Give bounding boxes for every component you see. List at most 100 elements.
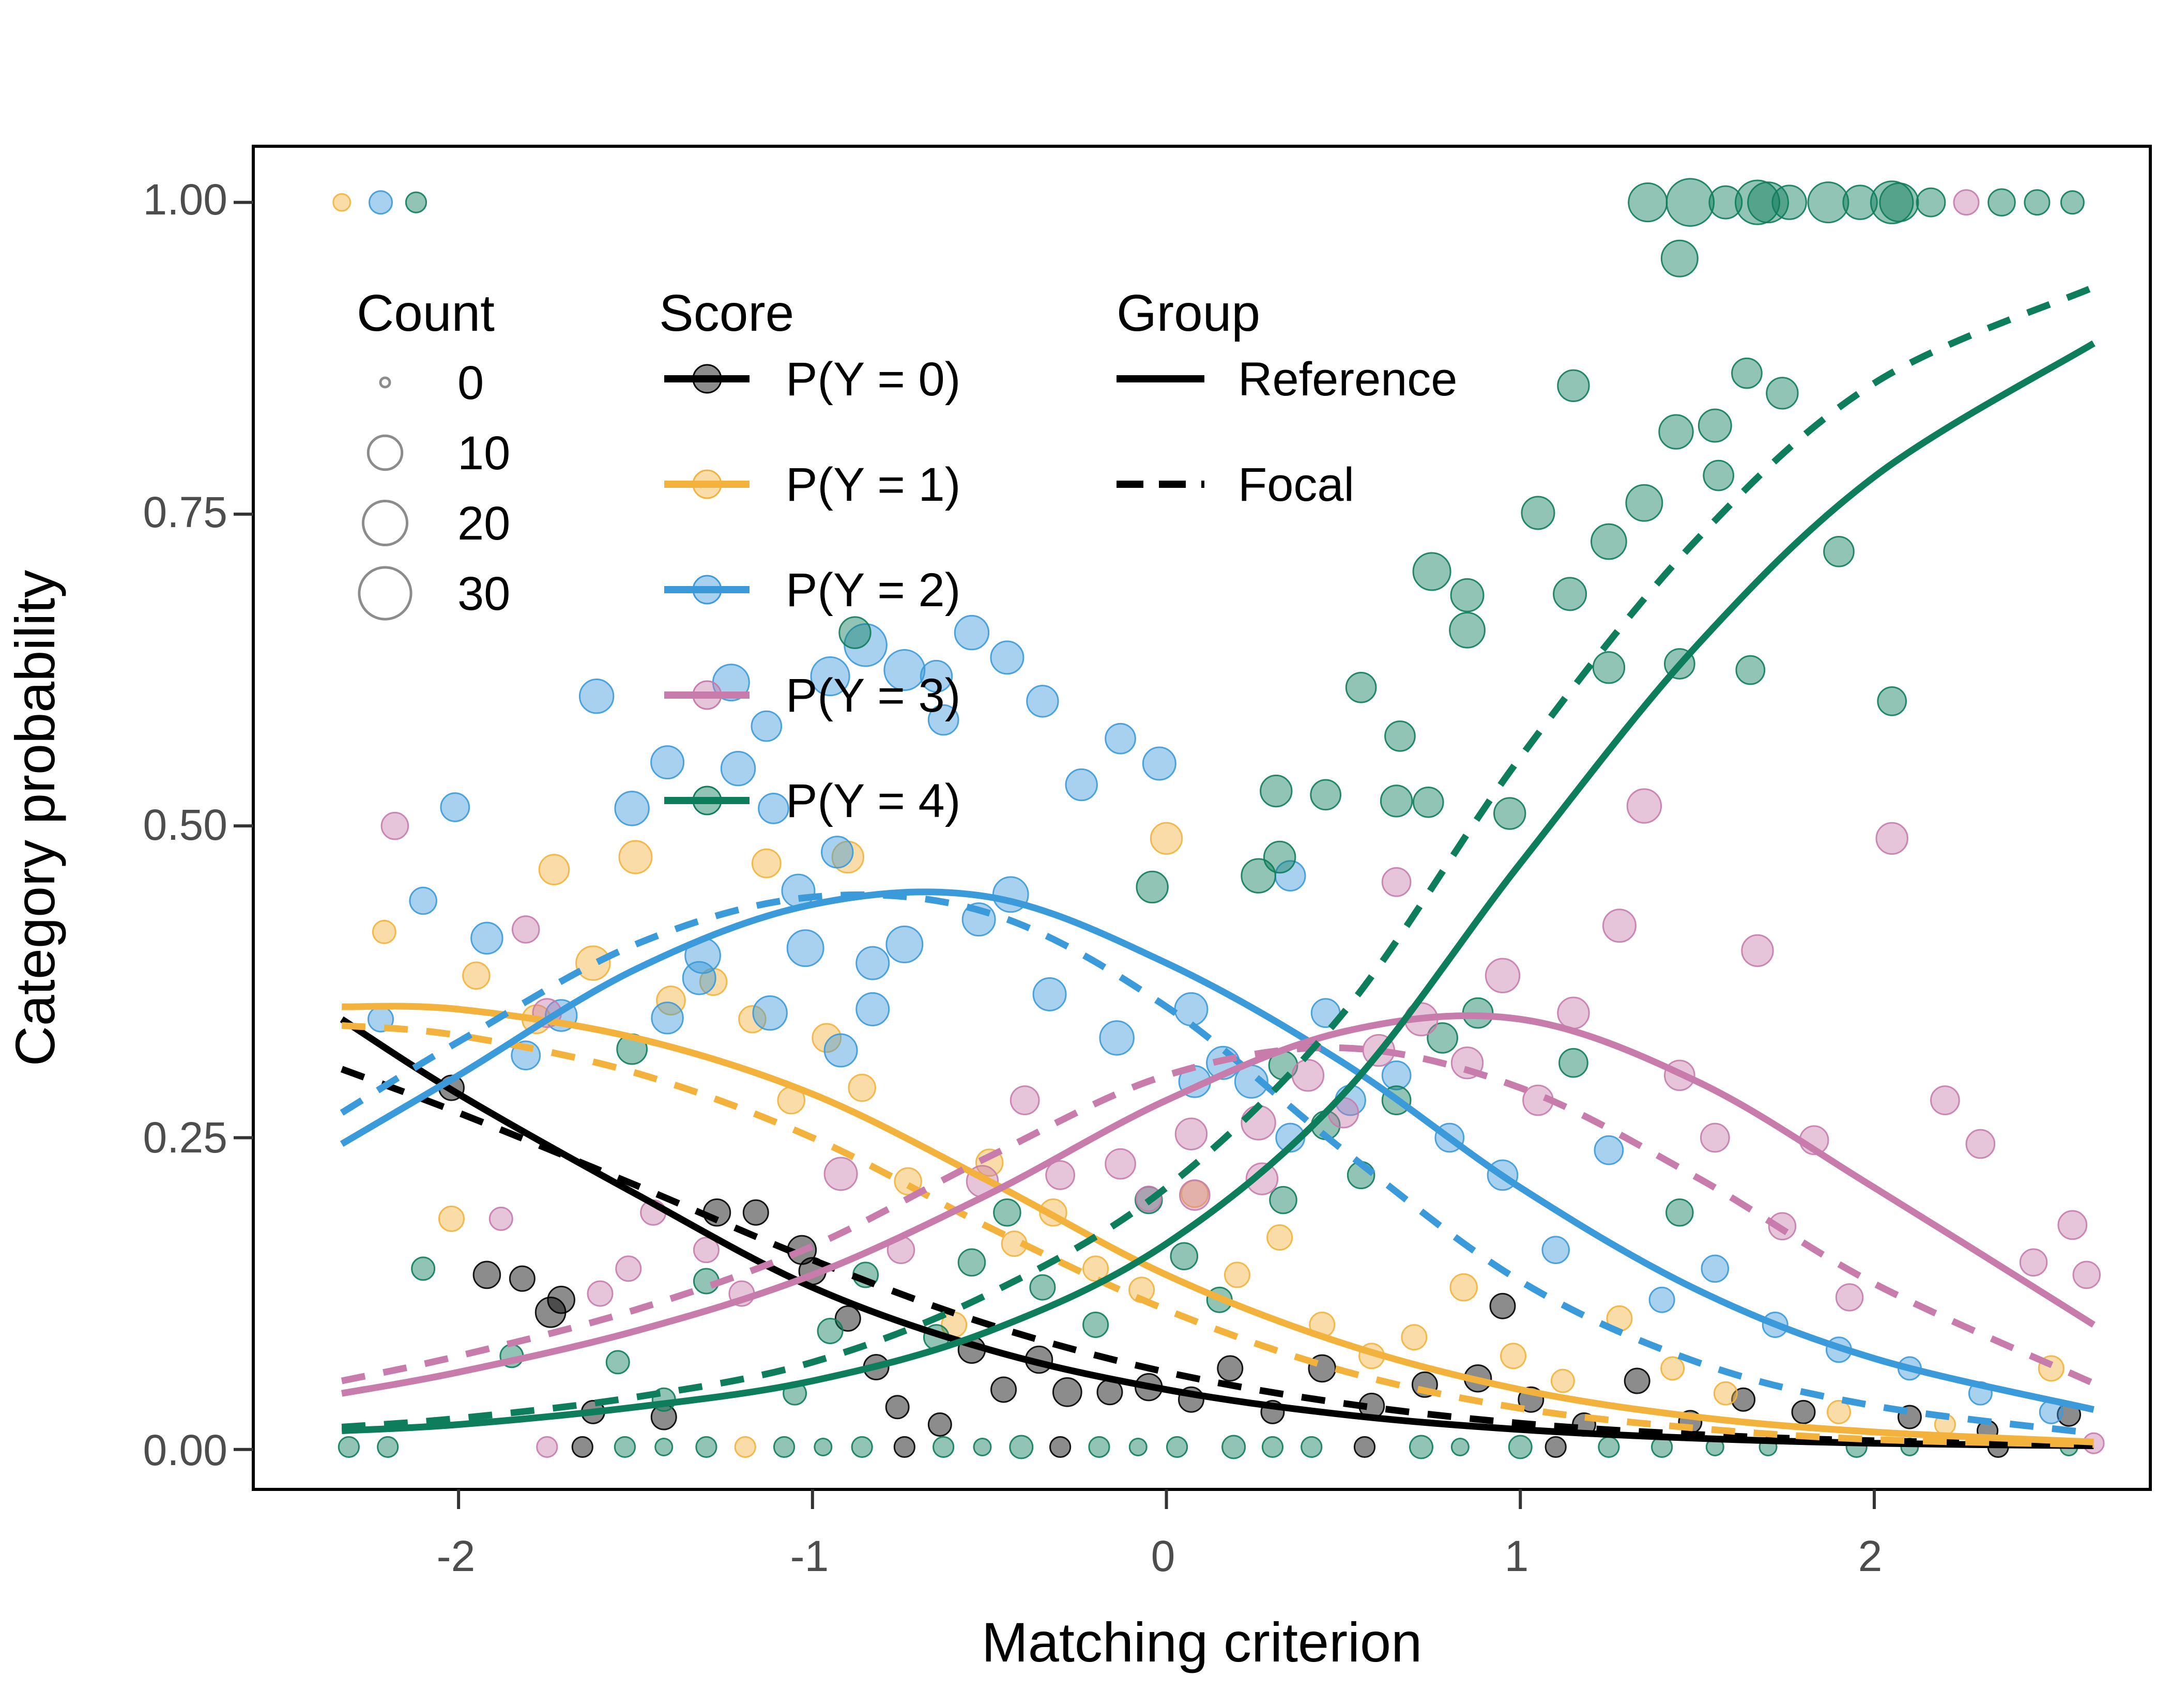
scatter-point-score2 [409, 886, 437, 915]
scatter-point-score0 [547, 1285, 575, 1314]
scatter-point-score1 [575, 945, 611, 981]
scatter-point-score4 [851, 1436, 873, 1458]
scatter-point-score2 [682, 961, 716, 995]
scatter-point-score1 [751, 848, 782, 879]
scatter-point-score0 [885, 1395, 910, 1420]
scatter-point-score2 [440, 792, 470, 822]
scatter-point-score3 [1700, 1122, 1730, 1153]
scatter-point-score1 [1713, 1381, 1738, 1406]
legend-count-circle [358, 566, 412, 621]
scatter-point-score3 [1626, 788, 1662, 824]
scatter-point-score2 [1648, 1286, 1675, 1313]
scatter-point-score4 [1412, 786, 1444, 818]
scatter-point-score1 [618, 840, 653, 874]
scatter-point-score4 [1628, 182, 1668, 223]
scatter-point-score3 [1953, 189, 1980, 216]
scatter-point-score3 [488, 1206, 513, 1231]
y-tick-label: 0.50 [143, 801, 228, 849]
scatter-point-score4 [1703, 459, 1735, 491]
scatter-point-score2 [786, 929, 824, 967]
scatter-point-score2 [920, 659, 953, 693]
scatter-point-score2 [1065, 768, 1098, 802]
scatter-point-score3 [380, 811, 409, 840]
scatter-point-score3 [536, 1436, 558, 1458]
legend-score-label: P(Y = 3) [786, 669, 960, 722]
scatter-point-score0 [1353, 1436, 1376, 1458]
scatter-point-score3 [1174, 1117, 1208, 1150]
scatter-point-score4 [1665, 1198, 1694, 1227]
scatter-point-score4 [338, 1436, 360, 1458]
scatter-point-score4 [1734, 179, 1781, 225]
x-tick-label: 1 [1505, 1532, 1529, 1580]
scatter-point-score4 [1384, 720, 1416, 752]
scatter-point-score2 [1099, 1020, 1135, 1056]
scatter-point-score3 [1105, 1148, 1136, 1180]
scatter-point-score4 [1263, 840, 1296, 874]
scatter-point-score2 [720, 750, 756, 787]
scatter-point-score1 [1150, 822, 1183, 855]
legend: Count Score Group 0 10 20 30 P(Y = 0) P(… [357, 284, 1457, 827]
legend-score-key-dot [692, 680, 722, 710]
scatter-point-score1 [372, 919, 396, 944]
y-tick-label: 0.25 [143, 1113, 228, 1162]
scatter-point-score4 [1409, 1435, 1434, 1459]
scatter-point-score1 [1401, 1324, 1428, 1351]
scatter-point-score4 [814, 1437, 833, 1456]
scatter-point-score4 [1310, 779, 1341, 811]
scatter-point-score2 [1174, 992, 1209, 1026]
scatter-point-score4 [1508, 1435, 1533, 1459]
scatter-point-score4 [405, 191, 427, 213]
scatter-point-score2 [578, 678, 615, 714]
scatter-point-score2 [752, 995, 788, 1031]
scatter-point-score2 [810, 656, 850, 697]
scatter-point-score0 [1624, 1367, 1650, 1394]
scatter-point-score0 [1052, 1377, 1082, 1407]
scatter-point-score0 [742, 1199, 769, 1226]
legend-score-key-dot [692, 469, 722, 499]
legend-count-circle [366, 434, 404, 471]
scatter-point-score3 [2072, 1260, 2101, 1289]
panel-background [253, 146, 2150, 1489]
curve-py2-reference [340, 888, 2094, 1413]
legend-score-key-dot [692, 364, 722, 394]
legend-score-title: Score [659, 284, 794, 342]
legend-score-key-dot [692, 786, 722, 815]
scatter-point-score4 [605, 1350, 630, 1375]
legend-score-label: P(Y = 1) [786, 458, 960, 511]
scatter-point-score0 [1049, 1436, 1072, 1458]
x-tick-label: 2 [1858, 1532, 1883, 1580]
scatter-point-score3 [1965, 1129, 1996, 1159]
legend-count-title: Count [357, 284, 495, 342]
legend-count-labels: 0 10 20 30 [457, 357, 510, 620]
scatter-point-score4 [1427, 1022, 1458, 1054]
scatter-point-score4 [1449, 611, 1486, 649]
scatter-point-score4 [1170, 1242, 1199, 1271]
legend-count-circle [379, 376, 391, 389]
scatter-point-score2 [1032, 977, 1067, 1011]
scatter-point-score4 [1598, 1436, 1620, 1458]
scatter-point-score1 [462, 961, 491, 990]
scatter-point-score4 [1735, 655, 1766, 685]
y-axis-tick-labels: 0.00 0.25 0.50 0.75 1.00 [143, 175, 228, 1474]
scatter-point-score4 [1592, 651, 1626, 684]
scatter-point-score0 [472, 1260, 501, 1289]
legend-score-label: P(Y = 4) [786, 775, 960, 827]
scatter-point-score4 [1660, 239, 1699, 278]
scatter-point-score3 [1291, 1059, 1325, 1092]
scatter-point-score2 [470, 921, 503, 955]
scatter-point-score2 [885, 925, 924, 963]
scatter-point-score3 [1485, 958, 1521, 993]
scatter-point-score1 [1224, 1261, 1250, 1288]
scatter-point-score2 [1541, 1236, 1570, 1264]
scatter-points-layer [332, 178, 2105, 1459]
plot-panel [253, 146, 2150, 1489]
curve-py0-focal [340, 1066, 2094, 1448]
scatter-point-score4 [932, 1436, 955, 1458]
probability-curves-layer [340, 284, 2096, 1450]
scatter-point-score3 [587, 1280, 614, 1307]
scatter-point-score1 [1500, 1343, 1527, 1370]
scatter-point-score2 [369, 190, 393, 215]
scatter-point-score4 [973, 1437, 992, 1456]
scatter-point-score0 [893, 1436, 915, 1458]
scatter-point-score4 [1260, 774, 1293, 808]
